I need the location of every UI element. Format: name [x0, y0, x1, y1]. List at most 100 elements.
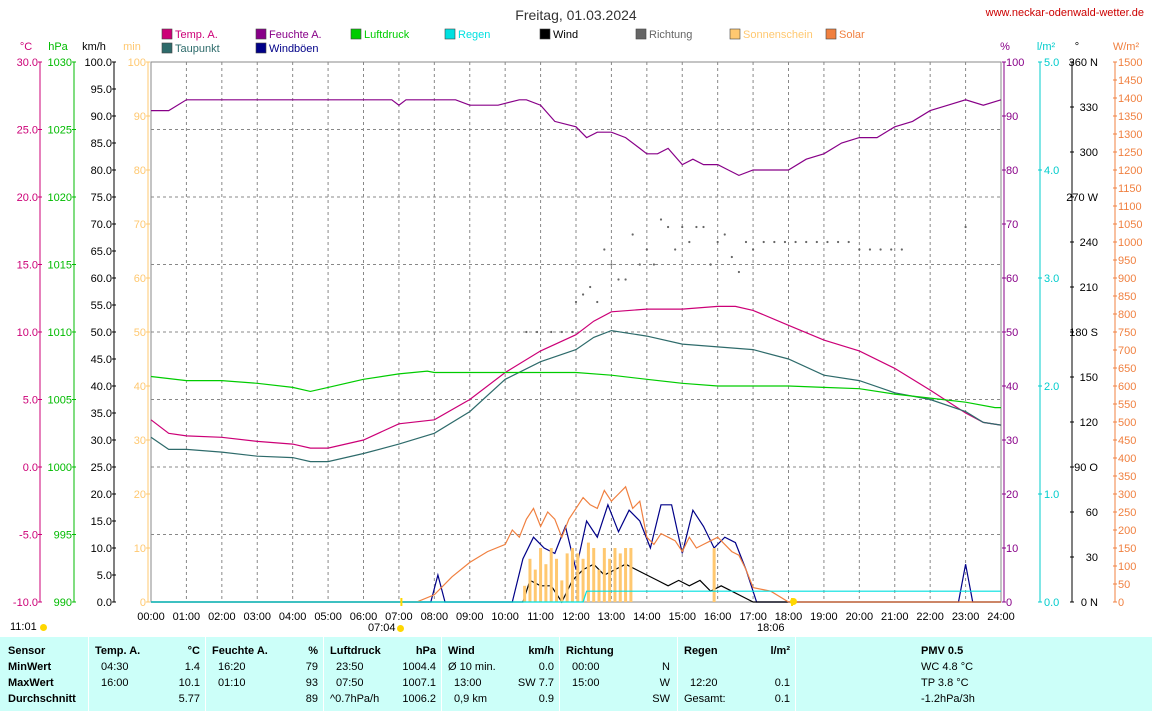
avg-value: 0.9: [538, 693, 554, 705]
legend-swatch: [635, 28, 647, 40]
axis-tick-label: 35.0: [91, 408, 112, 420]
avg-value: 5.77: [178, 693, 200, 705]
x-tick-label: 10:00: [491, 611, 519, 623]
col-header: PMV 0.5: [921, 645, 964, 657]
direction-point: [815, 240, 818, 244]
axis-tick-label: 0.0: [97, 597, 112, 609]
axis-tick-label: 80: [134, 165, 146, 177]
axis-tick-label: 995: [54, 530, 72, 542]
axis-tick-label: 1005: [48, 395, 72, 407]
direction-point: [794, 240, 797, 244]
sunshine-bar: [544, 564, 548, 602]
max-value: 93: [305, 677, 318, 689]
axis-tick-label: 25.0: [17, 125, 38, 137]
axis-tick-label: 1150: [1118, 183, 1142, 195]
axis-tick-label: 30.0: [17, 57, 38, 69]
axis-tick-label: 70: [134, 219, 146, 231]
col-header: Luftdruck: [330, 645, 381, 657]
direction-point: [581, 293, 585, 296]
axis-tick-label: 1010: [48, 327, 72, 339]
axis-tick-label: 60: [134, 273, 146, 285]
axis-tick-label: 50: [1006, 327, 1018, 339]
x-tick-label: 12:00: [562, 611, 590, 623]
axis-tick-label: 3.0: [1044, 273, 1059, 285]
source-link: www.neckar-odenwald-wetter.de: [985, 7, 1144, 19]
axis-tick-label: 150: [1080, 372, 1098, 384]
axis-tick-label: 50: [134, 327, 146, 339]
legend-swatch: [729, 28, 741, 40]
axis-unit-label: km/h: [82, 41, 106, 53]
axis-tick-label: 120: [1080, 417, 1098, 429]
sunshine-bar: [565, 553, 569, 602]
direction-point: [560, 330, 563, 334]
axis-tick-label: 90: [134, 111, 146, 123]
series-line-solar: [151, 485, 1001, 603]
max-time: 16:00: [101, 677, 129, 689]
axis-tick-label: 90: [1006, 111, 1018, 123]
direction-point: [751, 248, 755, 251]
axis-tick-label: 75.0: [91, 192, 112, 204]
x-tick-label: 13:00: [598, 611, 626, 623]
legend-swatch: [255, 28, 267, 40]
legend-label: Sonnenschein: [743, 29, 813, 41]
axis-tick-label: 300: [1118, 489, 1136, 501]
max-value: 1007.1: [402, 677, 436, 689]
col-header: Sensor: [8, 645, 46, 657]
x-tick-label: 16:00: [704, 611, 732, 623]
direction-point: [574, 300, 578, 304]
x-tick-label: 09:00: [456, 611, 484, 623]
legend-swatch: [350, 28, 362, 40]
x-tick-label: 05:00: [314, 611, 342, 623]
axis-tick-label: 5.0: [1044, 57, 1059, 69]
sunshine-bar: [586, 542, 590, 602]
sunshine-bar: [555, 558, 559, 602]
sunshine-bar: [613, 548, 617, 602]
x-tick-label: 00:00: [137, 611, 165, 623]
direction-point: [879, 248, 882, 251]
axis-tick-label: 750: [1118, 327, 1136, 339]
axis-tick-label: 40.0: [91, 381, 112, 393]
avg-value: 1006.2: [402, 693, 436, 705]
axis-tick-label: 1030: [48, 57, 72, 69]
x-tick-label: 17:00: [739, 611, 767, 623]
axis-tick-label: 950: [1118, 255, 1136, 267]
axis-tick-label: 1300: [1118, 129, 1142, 141]
axis-unit-label: %: [1000, 41, 1010, 53]
table-col-humidity: Feuchte A. % 16:20 01:10 79 93 89: [205, 637, 324, 711]
axis-tick-label: 0: [140, 597, 146, 609]
direction-point: [645, 248, 648, 251]
statistics-table: Sensor MinWert MaxWert Durchschnitt Temp…: [0, 637, 1152, 711]
total-label: Gesamt:: [684, 693, 726, 705]
axis-tick-label: 1400: [1118, 93, 1142, 105]
axis-tick-label: 1025: [48, 125, 72, 137]
axis-unit-label: °: [1075, 41, 1079, 53]
axis-tick-label: 85.0: [91, 138, 112, 150]
sunshine-bar: [523, 585, 527, 602]
x-tick-label: 18:00: [775, 611, 803, 623]
axis-tick-label: 600: [1118, 381, 1136, 393]
direction-point: [716, 240, 719, 244]
axis-tick-label: 100: [1118, 561, 1136, 573]
direction-point: [847, 240, 850, 244]
axis-tick-label: 95.0: [91, 84, 112, 96]
axis-unit-label: hPa: [48, 41, 68, 53]
direction-point: [571, 330, 574, 334]
min-time: 00:00: [572, 661, 600, 673]
min-time: Ø 10 min.: [448, 661, 496, 673]
sunshine-bar: [549, 548, 553, 602]
axis-unit-label: °C: [20, 41, 32, 53]
min-value: 0.0: [538, 661, 554, 673]
legend-label: Windböen: [269, 43, 319, 55]
sunrise-label: 07:04: [368, 622, 396, 634]
axis-tick-label: 80.0: [91, 165, 112, 177]
direction-point: [631, 233, 634, 236]
legend-swatch: [161, 28, 173, 40]
direction-point: [695, 225, 698, 229]
distance: 0,9 km: [454, 693, 488, 705]
sunshine-bar: [560, 580, 564, 602]
axis-tick-label: 50: [1118, 579, 1130, 591]
axis-tick-label: 150: [1118, 543, 1136, 555]
x-tick-label: 06:00: [350, 611, 378, 623]
axis-tick-label: 20: [1006, 489, 1018, 501]
series-line-feuchtea: [151, 99, 1002, 177]
